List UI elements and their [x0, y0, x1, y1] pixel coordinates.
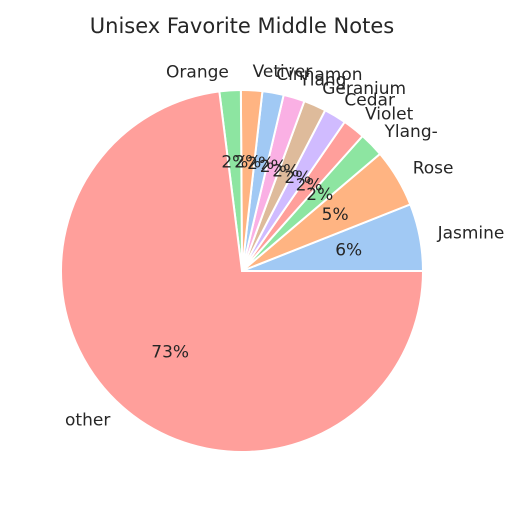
slice-label-orange-9: Orange — [166, 62, 229, 82]
percent-label-jasmine-0: 6% — [335, 241, 362, 261]
slice-label-other-10: other — [65, 410, 110, 430]
pie-slices — [60, 88, 425, 453]
pie-slice-other-10 — [60, 90, 425, 453]
slice-labels: Jasmine Rose Ylang-VioletCedarGeraniumYlan… — [65, 62, 504, 430]
slice-label-violet-3: Violet — [365, 104, 414, 124]
percent-label-geranium-5: 2% — [272, 162, 299, 182]
slice-label-ylang-2: Ylang- — [384, 122, 438, 142]
percent-label-ylang-2: 2% — [306, 185, 333, 205]
chart-title: Unisex Favorite Middle Notes — [90, 14, 394, 38]
slice-label-vetiver-8: Vetiver — [253, 62, 313, 82]
percent-label-other-10: 73% — [151, 342, 189, 362]
percent-label-cedar-4: 2% — [284, 168, 311, 188]
percent-label-ylang-6: 2% — [260, 157, 287, 177]
percent-labels: 6%5%2%2%2%2%2%2%2%2%73% — [151, 153, 362, 363]
percent-label-cinnamon-7: 2% — [247, 154, 274, 174]
percent-label-orange-9: 2% — [221, 153, 248, 173]
slice-label-rose-1: Rose — [413, 159, 454, 179]
slice-label-cinnamon-7: Cinnamon — [276, 65, 362, 85]
percent-label-violet-3: 2% — [296, 176, 323, 196]
percent-label-vetiver-8: 2% — [234, 153, 261, 173]
percent-label-rose-1: 5% — [322, 205, 349, 225]
slice-label-cedar-4: Cedar — [344, 90, 395, 110]
slice-label-ylang-6: Ylang — [298, 70, 346, 90]
slice-label-jasmine-0: Jasmine — [437, 224, 505, 244]
slice-label-geranium-5: Geranium — [322, 79, 406, 99]
